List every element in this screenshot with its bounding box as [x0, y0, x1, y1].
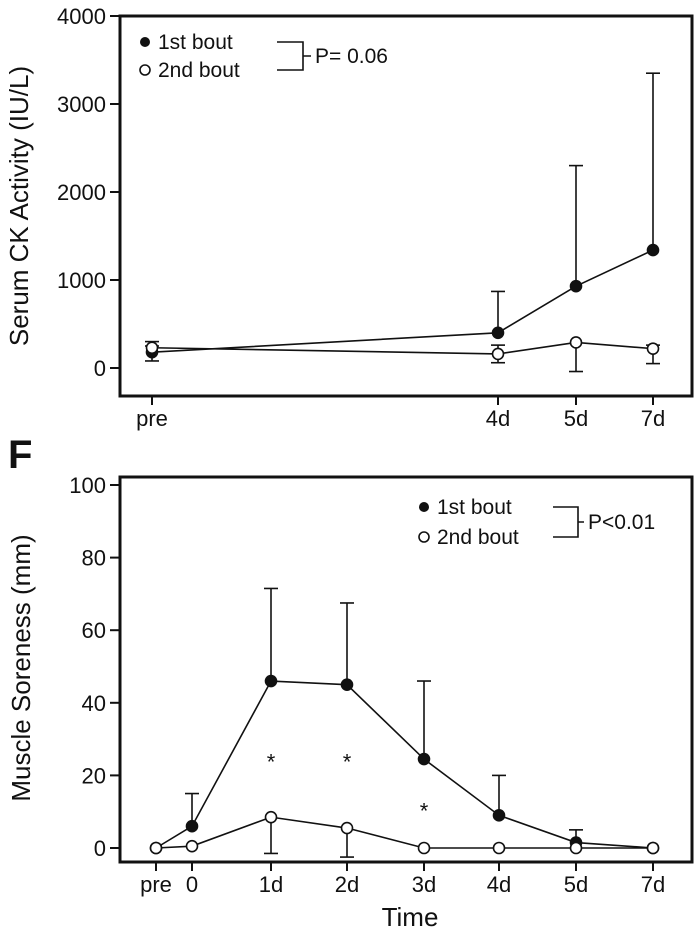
ck-markers	[145, 243, 660, 361]
so-y-tick-label: 40	[82, 691, 106, 716]
soreness-legend-label-1st: 1st bout	[437, 496, 512, 519]
ck-x-tick-label: pre	[136, 406, 168, 431]
soreness-x-ticks: pre 0 1d 2d 3d 4d 5d 7d	[140, 862, 665, 897]
ck-y-axis-title: Serum CK Activity (IU/L)	[4, 66, 34, 346]
ck-chart: 0 1000 2000 3000 4000 pre 4d 5d 7d Serum CK Act…	[4, 4, 694, 431]
soreness-y-ticks: 0 20 40 60 80 100	[69, 473, 120, 861]
soreness-markers	[149, 674, 660, 855]
soreness-legend-bracket	[553, 506, 584, 538]
so-y-tick-label: 100	[69, 473, 106, 498]
so-point-1st-bout	[185, 819, 199, 833]
so-point-2nd-bout	[646, 841, 660, 855]
ck-legend-label-2nd: 2nd bout	[158, 59, 240, 82]
so-x-tick-label: pre	[140, 872, 172, 897]
so-point-2nd-bout	[417, 841, 431, 855]
soreness-legend-marker-1st	[419, 502, 429, 512]
ck-legend-marker-1st	[140, 37, 150, 47]
soreness-plot-frame	[118, 475, 694, 864]
ck-y-ticks: 0 1000 2000 3000 4000	[57, 4, 120, 381]
ck-series-line-2	[151, 341, 654, 355]
ck-lines	[151, 249, 654, 355]
ck-legend-marker-2nd	[139, 64, 151, 76]
ck-x-ticks: pre 4d 5d 7d	[136, 396, 665, 431]
ck-plot-frame	[118, 14, 694, 398]
ck-x-tick-label: 7d	[641, 406, 665, 431]
so-significance-star: *	[343, 749, 352, 774]
so-x-tick-label: 3d	[412, 872, 436, 897]
ck-legend-bracket	[277, 41, 311, 71]
so-point-2nd-bout	[264, 810, 278, 824]
soreness-significance: * * *	[267, 749, 429, 823]
so-series-line-2	[155, 816, 653, 849]
ck-point-1st-bout	[491, 326, 505, 340]
soreness-chart: F 0 20 40 60 80 100 pre 0 1d 2d 3d 4d 5d 7d Muscle S…	[6, 433, 694, 932]
ck-annotation: P= 0.06	[315, 45, 388, 68]
ck-point-2nd-bout	[646, 342, 660, 355]
so-point-1st-bout	[264, 674, 278, 688]
so-significance-star: *	[267, 749, 276, 774]
ck-y-tick-label: 2000	[57, 180, 106, 205]
so-y-tick-label: 60	[82, 618, 106, 643]
so-point-1st-bout	[340, 678, 354, 691]
ck-y-tick-label: 3000	[57, 92, 106, 117]
so-x-tick-label: 0	[186, 872, 198, 897]
so-point-2nd-bout	[492, 841, 506, 855]
so-y-tick-label: 0	[94, 836, 106, 861]
ck-y-tick-label: 4000	[57, 4, 106, 29]
ck-y-tick-label: 1000	[57, 268, 106, 293]
so-y-tick-label: 20	[82, 763, 106, 788]
ck-point-1st-bout	[569, 279, 583, 293]
ck-y-tick-label: 0	[94, 356, 106, 381]
soreness-legend-marker-2nd	[418, 531, 430, 543]
ck-point-2nd-bout	[569, 336, 583, 349]
ck-point-2nd-bout	[491, 347, 505, 361]
soreness-lines	[155, 680, 654, 849]
so-point-2nd-bout	[340, 821, 354, 835]
so-x-tick-label: 4d	[487, 872, 511, 897]
ck-series-line-1	[151, 249, 654, 353]
ck-legend: 1st bout 2nd bout P= 0.06	[139, 31, 388, 82]
so-point-1st-bout	[417, 752, 431, 766]
so-point-2nd-bout	[149, 841, 163, 855]
soreness-annotation: P<0.01	[588, 511, 655, 534]
so-x-tick-label: 2d	[335, 872, 359, 897]
so-x-tick-label: 5d	[564, 872, 588, 897]
panel-letter-f: F	[8, 433, 32, 477]
so-point-2nd-bout	[185, 839, 199, 853]
so-y-tick-label: 80	[82, 546, 106, 571]
so-x-tick-label: 1d	[259, 872, 283, 897]
ck-errorbars	[145, 72, 660, 373]
ck-point-1st-bout	[646, 243, 660, 257]
ck-x-tick-label: 5d	[564, 406, 588, 431]
so-point-1st-bout	[492, 809, 506, 822]
so-x-tick-label: 7d	[641, 872, 665, 897]
soreness-legend: 1st bout 2nd bout P<0.01	[418, 496, 655, 549]
ck-point-2nd-bout	[145, 341, 159, 355]
soreness-y-axis-title: Muscle Soreness (mm)	[6, 534, 36, 801]
so-significance-star: *	[420, 798, 429, 823]
soreness-errorbars	[185, 587, 583, 858]
soreness-legend-label-2nd: 2nd bout	[437, 526, 519, 549]
ck-legend-label-1st: 1st bout	[158, 31, 233, 54]
so-series-line-1	[155, 680, 654, 849]
ck-x-tick-label: 4d	[486, 406, 510, 431]
soreness-x-axis-title: Time	[382, 902, 439, 932]
so-point-2nd-bout	[569, 841, 583, 855]
